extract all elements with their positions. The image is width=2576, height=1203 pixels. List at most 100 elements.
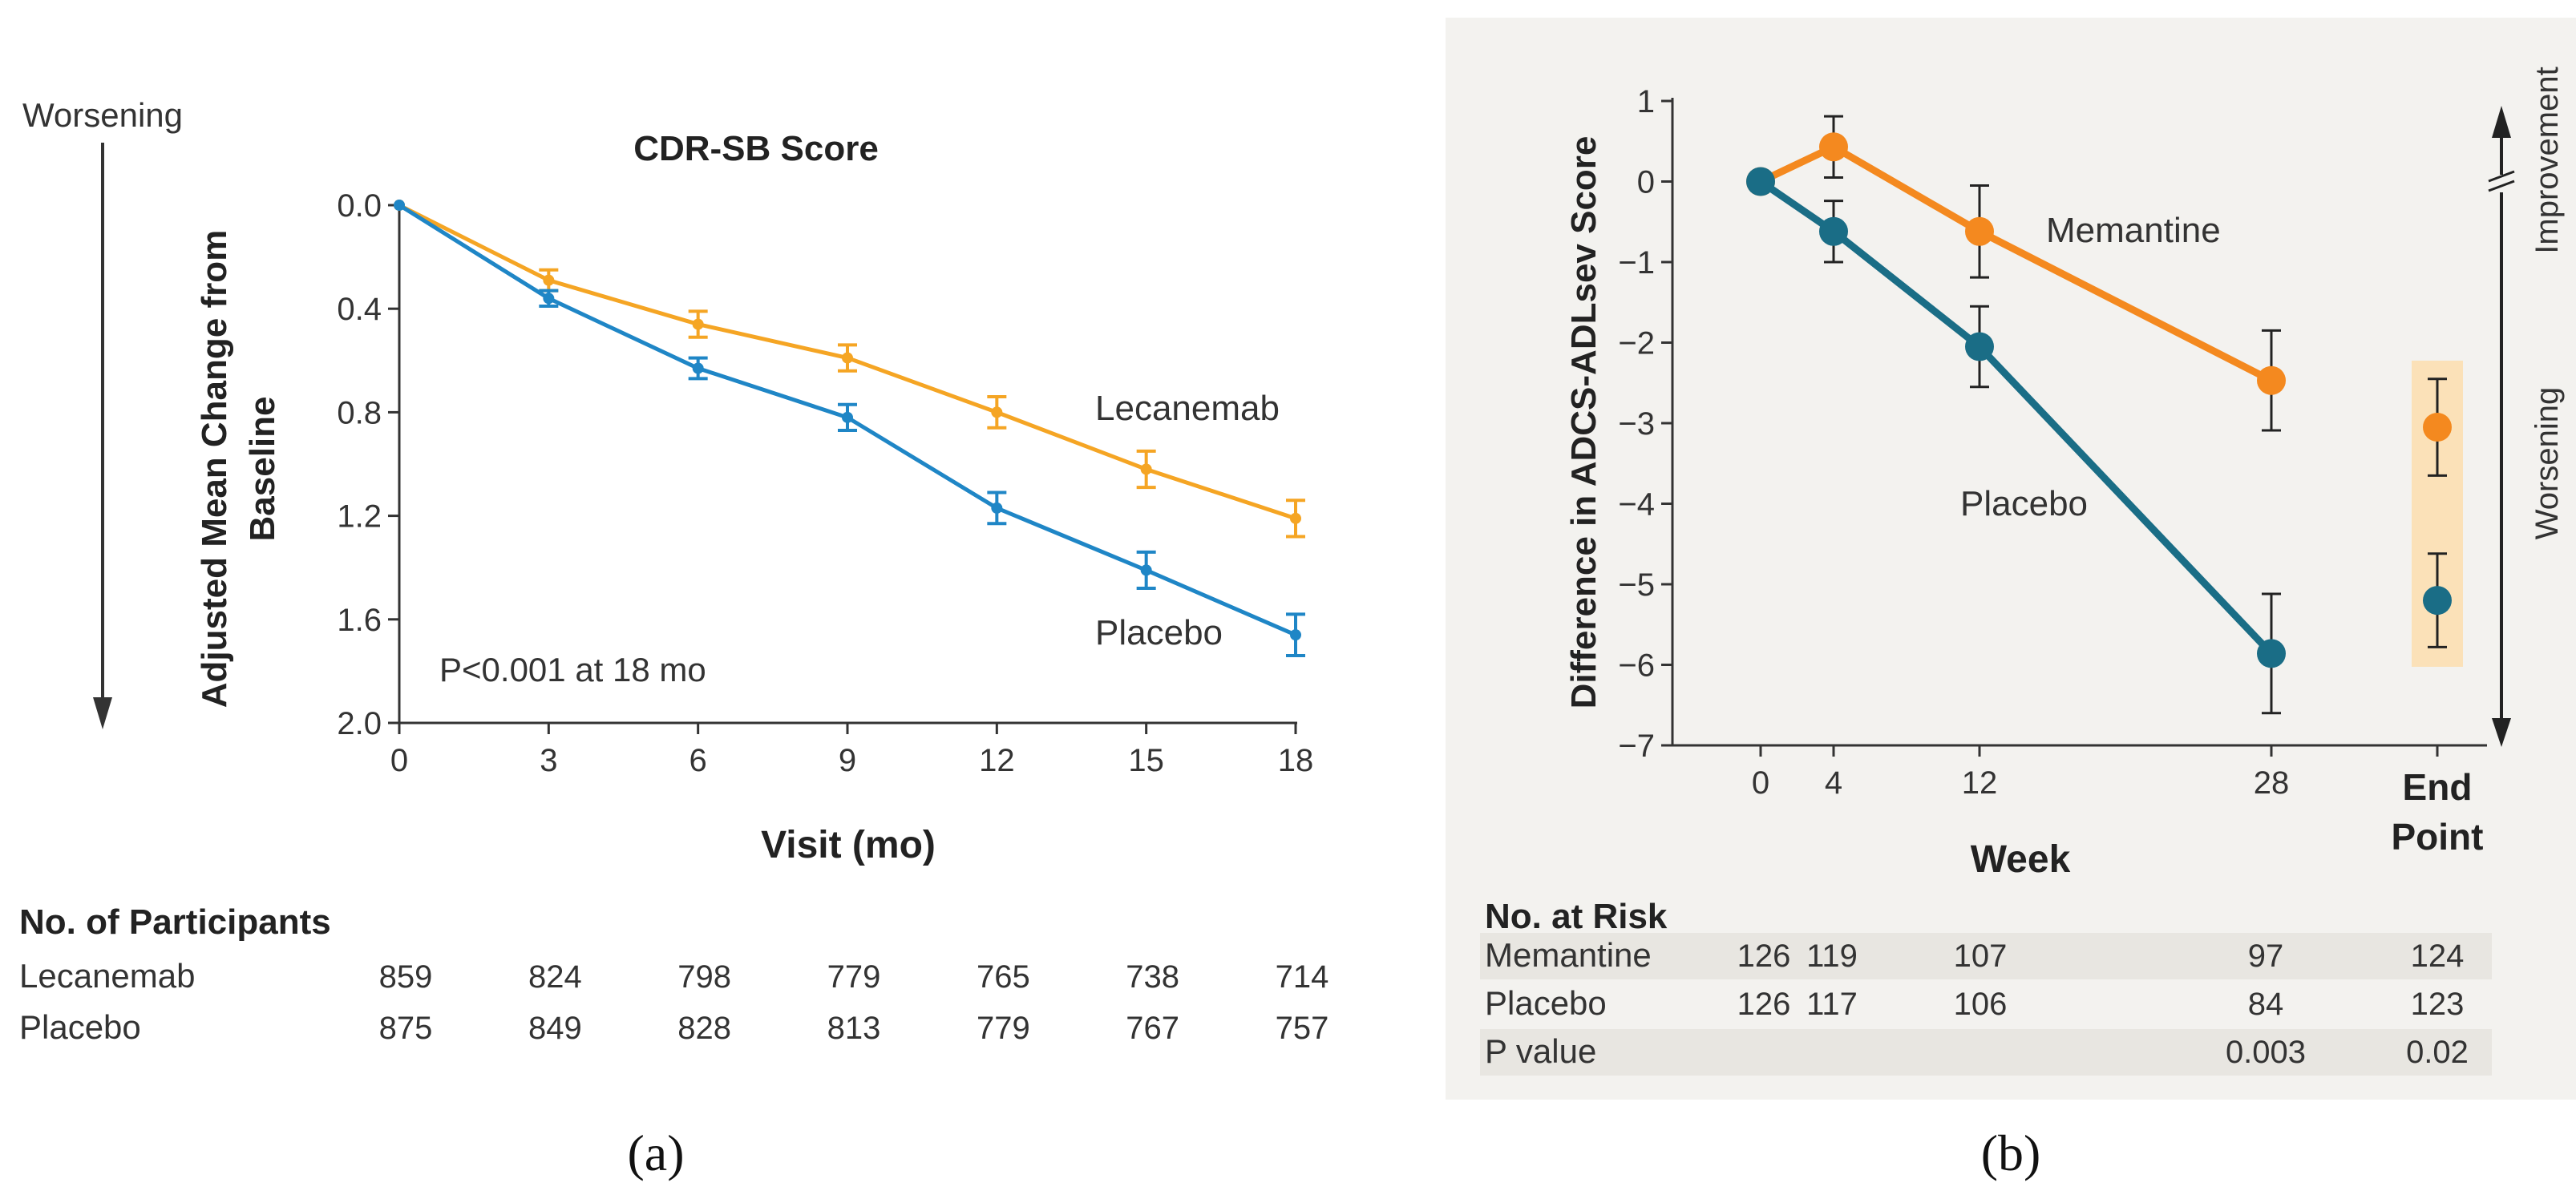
participants-count: 875 bbox=[379, 1011, 433, 1046]
risk-title: No. at Risk bbox=[1485, 897, 1668, 936]
chart-a-ylabel-line2: Baseline bbox=[243, 397, 282, 542]
chart-a-point-placebo bbox=[1140, 564, 1152, 576]
participants-count: 824 bbox=[528, 959, 582, 995]
legend-placebo-a: Placebo bbox=[1095, 613, 1223, 652]
chart-b-endpoint-memantine bbox=[2423, 413, 2452, 442]
chart-a-axes: 0.0 0.4 0.8 1.2 1.6 2.00 3 6 9 12 15 18 bbox=[337, 188, 1313, 778]
chart-b-y-tick-label: −3 bbox=[1618, 406, 1655, 442]
chart-a-point-lecanemab bbox=[692, 318, 704, 330]
chart-b-point-placebo bbox=[1965, 332, 1994, 361]
risk-row-label: P value bbox=[1485, 1032, 1596, 1070]
chart-b-point-placebo bbox=[1819, 216, 1848, 246]
worsening-arrowhead-a bbox=[93, 697, 112, 729]
endpoint-label-line2: Point bbox=[2392, 816, 2484, 858]
chart-b-x-tick-label: 12 bbox=[1962, 765, 1998, 801]
chart-b-y-tick-label: −5 bbox=[1618, 567, 1655, 603]
participants-count: 813 bbox=[827, 1011, 881, 1046]
chart-a-y-tick-label: 1.2 bbox=[337, 499, 382, 535]
participants-table: Lecanemab 859 824 798 779 765 738 714 Placebo 875… bbox=[19, 957, 1328, 1046]
panel-a-label: (a) bbox=[627, 1124, 684, 1181]
chart-a-point-placebo bbox=[394, 200, 405, 211]
chart-b-point-memantine bbox=[1819, 132, 1848, 162]
chart-a-x-tick-label: 6 bbox=[689, 743, 707, 778]
participants-count: 765 bbox=[977, 959, 1030, 995]
chart-a-point-lecanemab bbox=[842, 352, 853, 364]
chart-a-y-tick-label: 1.6 bbox=[337, 603, 382, 638]
chart-b-y-tick-label: 1 bbox=[1637, 84, 1655, 119]
risk-cell: 84 bbox=[2248, 987, 2284, 1022]
risk-cell: 117 bbox=[1806, 987, 1858, 1022]
axis-break-mark-2 bbox=[2488, 180, 2515, 192]
risk-row-label: Placebo bbox=[1485, 984, 1607, 1022]
participants-count: 757 bbox=[1276, 1011, 1329, 1046]
participants-count: 779 bbox=[977, 1011, 1030, 1046]
improvement-label: Improvement bbox=[2529, 67, 2565, 253]
risk-cell: 126 bbox=[1737, 939, 1791, 974]
chart-b-series bbox=[1746, 115, 2452, 715]
chart-b-endpoint-placebo bbox=[2423, 586, 2452, 616]
worsening-label-a: Worsening bbox=[22, 96, 183, 134]
chart-b-series-line-memantine bbox=[1759, 143, 2274, 384]
risk-cell: 107 bbox=[1954, 939, 2008, 974]
risk-cell: 106 bbox=[1954, 987, 2008, 1022]
participants-count: 767 bbox=[1126, 1011, 1179, 1046]
chart-b-y-tick-label: −1 bbox=[1618, 245, 1655, 281]
risk-cell: 124 bbox=[2411, 939, 2465, 974]
chart-a-point-lecanemab bbox=[1140, 463, 1152, 475]
risk-cell: 0.003 bbox=[2226, 1035, 2306, 1070]
worsening-label-b: Worsening bbox=[2529, 387, 2565, 539]
panel-b: Difference in ADCS-ADLsev Score 1 0 −1 −2 −3… bbox=[1480, 67, 2565, 1181]
risk-cell: 126 bbox=[1737, 987, 1791, 1022]
risk-cell: 0.02 bbox=[2406, 1035, 2469, 1070]
chart-b-point-memantine bbox=[2257, 365, 2286, 395]
participants-count: 738 bbox=[1126, 959, 1179, 995]
chart-a-x-tick-label: 0 bbox=[390, 743, 408, 778]
chart-b-y-tick-label: −2 bbox=[1618, 326, 1655, 361]
chart-b-point-placebo bbox=[1746, 167, 1775, 196]
chart-b-xlabel: Week bbox=[1971, 838, 2071, 881]
chart-b-y-tick-label: 0 bbox=[1637, 165, 1655, 200]
chart-a-x-tick-label: 3 bbox=[540, 743, 557, 778]
chart-a-x-tick-label: 9 bbox=[839, 743, 856, 778]
worsening-arrowhead-b bbox=[2492, 718, 2511, 747]
risk-cell: 119 bbox=[1806, 939, 1858, 974]
chart-b-point-placebo bbox=[2257, 639, 2286, 668]
risk-row-shade bbox=[1480, 933, 2492, 979]
chart-a-point-placebo bbox=[991, 502, 1003, 514]
chart-b-x-tick-label: 4 bbox=[1825, 765, 1842, 801]
panel-a: Worsening CDR-SB Score Adjusted Mean Cha… bbox=[19, 96, 1328, 1181]
chart-a-point-lecanemab bbox=[1290, 512, 1301, 524]
participants-row-label: Placebo bbox=[19, 1008, 141, 1046]
chart-a-point-placebo bbox=[543, 293, 555, 305]
chart-a-point-placebo bbox=[692, 362, 704, 374]
participants-count: 849 bbox=[528, 1011, 582, 1046]
panel-b-label: (b) bbox=[1981, 1124, 2041, 1181]
participants-count: 798 bbox=[677, 959, 731, 995]
chart-a-xlabel: Visit (mo) bbox=[761, 824, 936, 866]
improvement-arrowhead bbox=[2492, 106, 2511, 138]
chart-b-x-tick-label: 28 bbox=[2254, 765, 2290, 801]
chart-a-y-tick-label: 0.8 bbox=[337, 395, 382, 430]
chart-a-point-placebo bbox=[842, 411, 853, 423]
legend-memantine-b: Memantine bbox=[2046, 211, 2221, 250]
chart-b-y-tick-label: −7 bbox=[1618, 729, 1655, 764]
risk-row-label: Memantine bbox=[1485, 936, 1652, 974]
chart-a-x-tick-label: 12 bbox=[979, 743, 1015, 778]
chart-a-y-tick-label: 0.0 bbox=[337, 188, 382, 224]
risk-cell: 123 bbox=[2411, 987, 2465, 1022]
chart-a-x-tick-label: 15 bbox=[1128, 743, 1164, 778]
participants-count: 779 bbox=[827, 959, 881, 995]
participants-count: 859 bbox=[379, 959, 433, 995]
participants-row-label: Lecanemab bbox=[19, 957, 196, 995]
chart-b-point-memantine bbox=[1965, 216, 1994, 246]
risk-cell: 97 bbox=[2248, 939, 2284, 974]
axis-break-mark-1 bbox=[2488, 170, 2515, 183]
chart-a-y-tick-label: 0.4 bbox=[337, 292, 382, 327]
participants-count: 714 bbox=[1276, 959, 1329, 995]
chart-b-axes: 1 0 −1 −2 −3 −4 −5 −6 −7 0 4 12 28 bbox=[1618, 84, 2487, 801]
chart-a-ylabel-line1: Adjusted Mean Change from bbox=[195, 230, 234, 708]
participants-count: 828 bbox=[677, 1011, 731, 1046]
chart-a-point-placebo bbox=[1290, 629, 1301, 641]
risk-table: Memantine 126 119 107 97 124 Placebo 126 117 106 8… bbox=[1480, 933, 2492, 1076]
